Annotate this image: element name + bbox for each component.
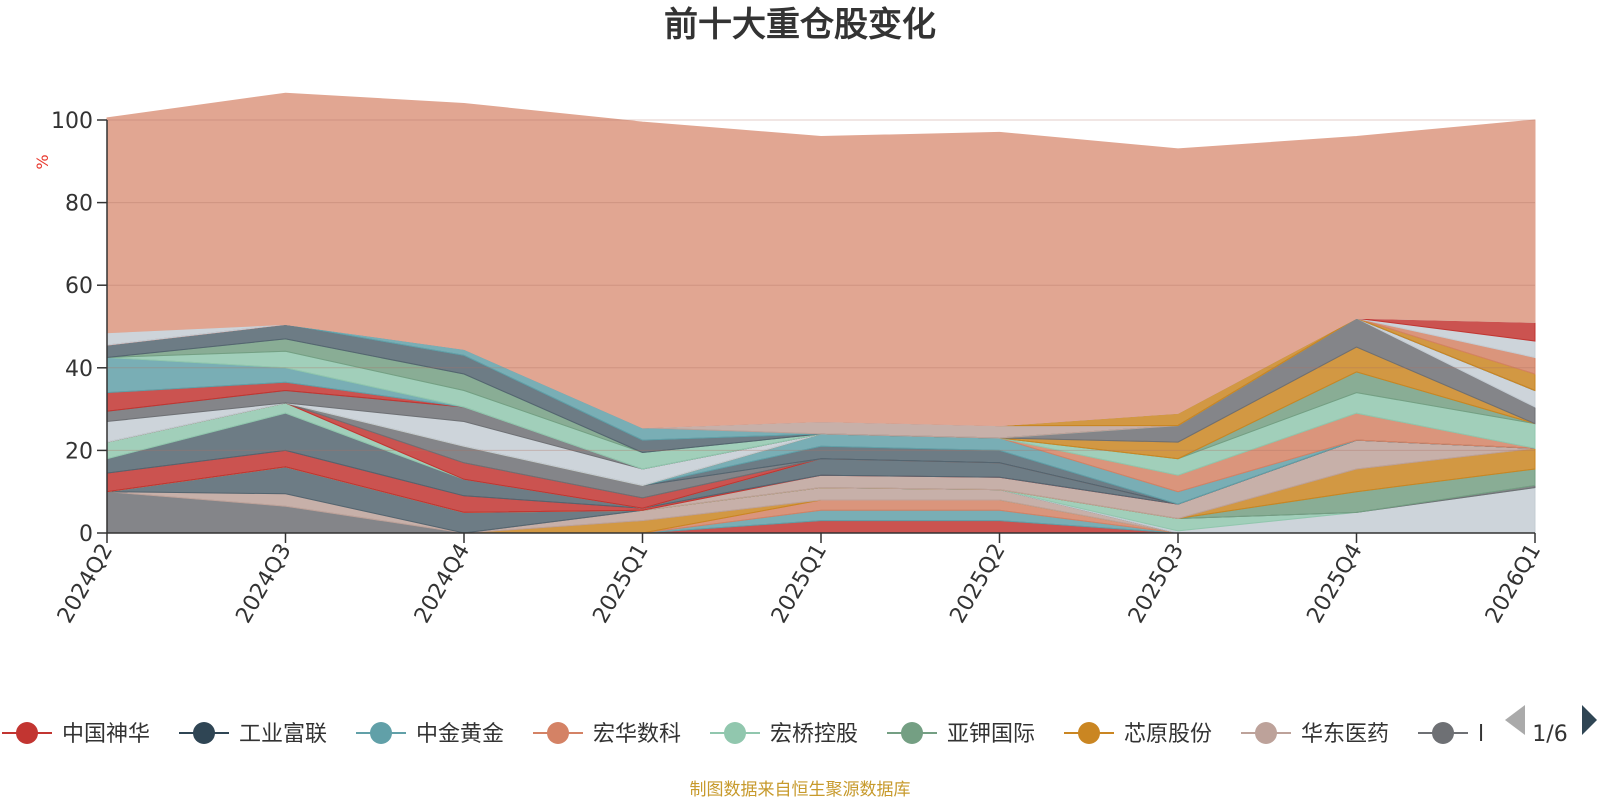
legend-circle-icon — [1078, 722, 1100, 744]
x-tick-label: 2025Q3 — [1124, 540, 1189, 628]
grid-lines — [107, 119, 1535, 451]
triangle-right-icon[interactable] — [1582, 705, 1597, 735]
x-tick-label: 2026Q1 — [1481, 540, 1546, 628]
legend-item[interactable]: 中国神华 — [2, 722, 150, 747]
legend-circle-icon — [901, 722, 923, 744]
y-tick-label: 40 — [65, 357, 93, 382]
legend-label: 工业富联 — [239, 722, 327, 747]
legend-next-page-button[interactable] — [1582, 705, 1597, 735]
x-tick-label: 2025Q1 — [588, 540, 653, 628]
chart-title: 前十大重仓股变化 — [664, 5, 936, 45]
x-tick-label: 2025Q2 — [945, 540, 1010, 628]
legend-page-indicator: 1/6 — [1532, 722, 1567, 747]
legend-item[interactable]: 亚钾国际 — [887, 722, 1035, 747]
legend-circle-icon — [547, 722, 569, 744]
legend-label: 中金黄金 — [416, 722, 504, 747]
legend-item[interactable]: 芯原股份 — [1064, 722, 1212, 747]
legend-circle-icon — [16, 722, 38, 744]
legend-item[interactable]: 华东医药 — [1241, 722, 1389, 747]
x-tick-label: 2024Q4 — [410, 540, 475, 628]
y-tick-label: 80 — [65, 192, 93, 217]
legend-circle-icon — [1432, 722, 1454, 744]
data-source-footer: 制图数据来自恒生聚源数据库 — [690, 780, 911, 800]
legend-item[interactable]: l — [1418, 722, 1484, 747]
legend-label: 宏华数科 — [593, 722, 681, 747]
legend-label: 宏桥控股 — [770, 722, 858, 747]
y-tick-labels: 0 20 40 60 80 100 — [51, 109, 93, 547]
legend-circle-icon — [370, 722, 392, 744]
legend-circle-icon — [193, 722, 215, 744]
legend-item[interactable]: 宏华数科 — [533, 722, 681, 747]
legend-item[interactable]: 工业富联 — [179, 722, 327, 747]
y-tick-label: 60 — [65, 274, 93, 299]
x-tick-label: 2024Q2 — [53, 540, 118, 628]
x-tick-label: 2025Q1 — [767, 540, 832, 628]
legend-label: 中国神华 — [62, 722, 150, 747]
area-bands — [106, 92, 1536, 534]
x-tick-label: 2025Q4 — [1302, 540, 1367, 628]
legend-prev-page-button[interactable] — [1505, 705, 1525, 735]
legend-circle-icon — [1255, 722, 1277, 744]
y-tick-label: 0 — [79, 522, 93, 547]
legend-label: 亚钾国际 — [947, 722, 1035, 747]
legend-label: 芯原股份 — [1124, 722, 1212, 747]
axes — [97, 119, 1536, 543]
triangle-left-icon[interactable] — [1505, 705, 1525, 735]
x-tick-label: 2024Q3 — [231, 540, 296, 628]
x-tick-labels: 2024Q2 2024Q3 2024Q4 2025Q1 2025Q1 2025Q2 2025… — [53, 540, 1546, 628]
y-tick-label: 100 — [51, 109, 93, 134]
area-band-41 — [106, 92, 1536, 429]
legend-circle-icon — [724, 722, 746, 744]
y-axis-label: % — [33, 154, 52, 169]
legend-item[interactable]: 宏桥控股 — [710, 722, 858, 747]
legend-item[interactable]: 中金黄金 — [356, 722, 504, 747]
legend-label: 华东医药 — [1301, 722, 1389, 747]
y-tick-label: 20 — [65, 439, 93, 464]
legend: 中国神华 工业富联 中金黄金 宏华数科 宏桥控股 亚钾国际 芯原股份 华东医药 l — [2, 722, 1484, 747]
legend-label: l — [1478, 722, 1484, 747]
